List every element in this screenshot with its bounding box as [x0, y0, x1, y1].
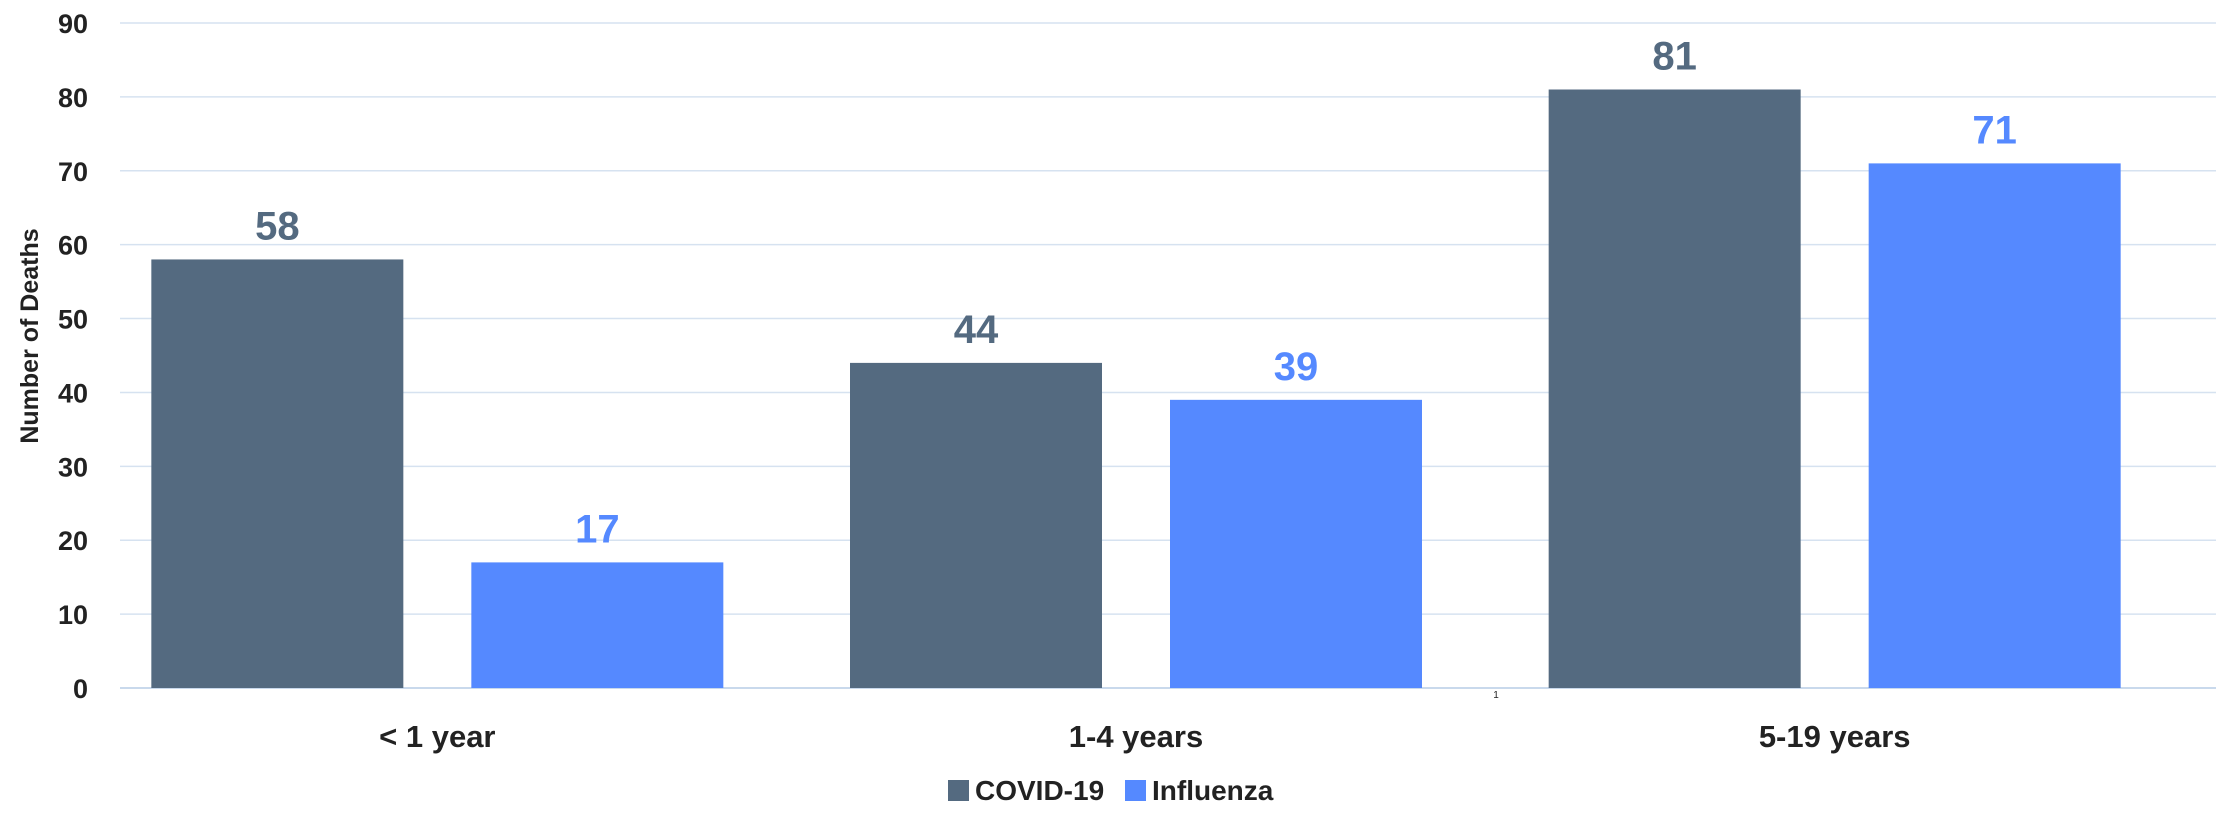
legend-label: COVID-19 — [975, 775, 1104, 806]
data-label: 81 — [1652, 35, 1697, 79]
data-label: 17 — [575, 507, 620, 551]
gridlines — [120, 22, 2216, 689]
legend-swatch — [948, 780, 969, 801]
y-tick-label: 80 — [58, 83, 88, 113]
bar-covid-19 — [850, 362, 1102, 688]
bars — [151, 89, 2121, 688]
y-axis-ticks: 0 10 20 30 40 50 60 70 80 90 — [58, 9, 88, 704]
bar-covid-19 — [1548, 89, 1801, 688]
bar-influenza — [1170, 399, 1422, 688]
legend: COVID-19 Influenza — [948, 775, 1274, 806]
x-category-label: < 1 year — [379, 719, 495, 754]
bar-influenza — [1868, 163, 2121, 688]
data-label: 39 — [1274, 345, 1319, 389]
y-tick-label: 70 — [58, 157, 88, 187]
y-tick-label: 30 — [58, 452, 88, 482]
y-tick-label: 90 — [58, 9, 88, 39]
x-category-label: 1-4 years — [1069, 719, 1203, 754]
y-tick-label: 50 — [58, 305, 88, 335]
y-axis-label: Number of Deaths — [16, 228, 44, 443]
data-labels: 58 17 44 39 81 71 — [255, 35, 2017, 552]
legend-label: Influenza — [1152, 775, 1274, 806]
x-category-label: 5-19 years — [1759, 719, 1911, 754]
bar-covid-19 — [151, 259, 404, 688]
data-label: 58 — [255, 204, 300, 248]
y-tick-label: 40 — [58, 378, 88, 408]
y-tick-label: 60 — [58, 231, 88, 261]
bar-influenza — [471, 562, 724, 688]
y-tick-label: 10 — [58, 600, 88, 630]
data-label: 71 — [1972, 108, 2017, 152]
footnote-marker: 1 — [1493, 690, 1499, 701]
y-tick-label: 20 — [58, 526, 88, 556]
legend-swatch — [1125, 780, 1146, 801]
y-tick-label: 0 — [73, 674, 88, 704]
data-label: 44 — [954, 308, 999, 352]
x-axis-categories: < 1 year 1-4 years 5-19 years — [379, 719, 1910, 754]
